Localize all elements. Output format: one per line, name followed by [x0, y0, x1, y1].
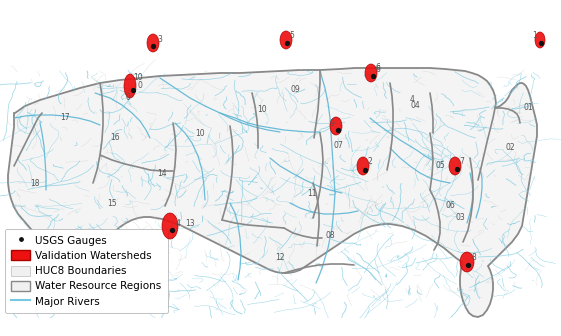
Text: 1: 1: [532, 32, 537, 41]
Text: 0: 0: [137, 82, 142, 90]
Text: 10: 10: [257, 106, 267, 115]
Text: 2: 2: [367, 157, 373, 166]
Text: 8: 8: [472, 253, 476, 262]
Text: 15: 15: [107, 199, 117, 208]
Text: 18: 18: [30, 178, 40, 187]
Text: 11: 11: [307, 188, 317, 198]
Polygon shape: [8, 68, 537, 317]
Ellipse shape: [162, 213, 178, 239]
Ellipse shape: [449, 157, 461, 175]
Ellipse shape: [280, 31, 292, 49]
Text: 17: 17: [60, 114, 70, 123]
Text: 01: 01: [523, 103, 533, 113]
Text: 7: 7: [459, 157, 465, 166]
Text: 12: 12: [275, 253, 285, 262]
Text: 6: 6: [375, 66, 380, 75]
Ellipse shape: [460, 252, 474, 272]
Ellipse shape: [535, 32, 545, 48]
Ellipse shape: [124, 74, 136, 98]
Text: 10: 10: [195, 128, 205, 137]
Text: 09: 09: [290, 85, 300, 94]
Text: 5: 5: [289, 32, 295, 41]
Text: 4: 4: [176, 218, 181, 227]
Text: 07: 07: [333, 141, 343, 151]
Ellipse shape: [357, 157, 369, 175]
Text: 13: 13: [185, 218, 195, 227]
Ellipse shape: [330, 117, 342, 135]
Text: 4: 4: [410, 95, 415, 104]
Text: 16: 16: [110, 133, 120, 142]
Text: 10: 10: [133, 74, 143, 83]
Text: 3: 3: [158, 36, 163, 44]
Legend: USGS Gauges, Validation Watersheds, HUC8 Boundaries, Water Resource Regions, Maj: USGS Gauges, Validation Watersheds, HUC8…: [5, 229, 168, 313]
Text: 03: 03: [455, 213, 465, 222]
Text: 0: 0: [126, 93, 131, 102]
Text: 9: 9: [329, 119, 334, 127]
Ellipse shape: [147, 34, 159, 52]
Text: 05: 05: [435, 162, 445, 170]
Ellipse shape: [365, 64, 377, 82]
Text: 08: 08: [325, 232, 335, 241]
Text: 6: 6: [375, 64, 380, 73]
Text: 06: 06: [445, 202, 455, 210]
Text: 02: 02: [505, 143, 515, 153]
Text: 14: 14: [157, 168, 167, 177]
Text: 04: 04: [410, 101, 420, 111]
